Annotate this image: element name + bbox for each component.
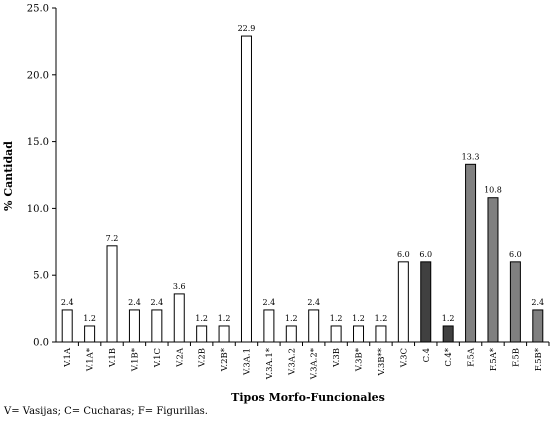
data-labels: 2.4 1.2 7.2 2.4 2.4 3.6 1.2 1.2 22.9 2.4 1.2 2.4 1.2… bbox=[61, 24, 544, 323]
x-tick-label: V.1B* bbox=[130, 347, 140, 372]
bars bbox=[61, 35, 544, 343]
data-label: 1.2 bbox=[218, 314, 231, 323]
x-axis-ticks: V.1A V.1A* V.1B V.1B* V.1C V.2A V.2B V.2B* V.3A.… bbox=[63, 342, 550, 380]
bar bbox=[106, 245, 118, 343]
data-label: 6.0 bbox=[509, 250, 522, 259]
data-label: 6.0 bbox=[419, 250, 432, 259]
y-tick-label: 20.0 bbox=[27, 70, 49, 81]
bar bbox=[61, 309, 73, 343]
data-label: 2.4 bbox=[61, 298, 74, 307]
bar bbox=[532, 309, 544, 343]
bar bbox=[509, 261, 521, 343]
data-label: 2.4 bbox=[263, 298, 276, 307]
x-tick-label: V.3A.2* bbox=[310, 347, 320, 380]
x-tick-label: F.5A* bbox=[489, 347, 499, 371]
data-label: 2.4 bbox=[531, 298, 544, 307]
x-tick-label: V.2B bbox=[198, 348, 208, 368]
data-label: 1.2 bbox=[375, 314, 388, 323]
bar bbox=[84, 325, 96, 343]
x-tick-label: V.3B bbox=[332, 348, 342, 368]
bar bbox=[218, 325, 230, 343]
x-tick-label: V.3B** bbox=[377, 347, 387, 376]
data-label: 7.2 bbox=[106, 234, 119, 243]
y-axis-ticks: 0.0 5.0 10.0 15.0 20.0 25.0 bbox=[27, 4, 56, 349]
y-tick-label: 15.0 bbox=[27, 137, 49, 148]
data-label: 2.4 bbox=[150, 298, 163, 307]
x-tick-label: V.1A bbox=[63, 347, 73, 368]
footnote: V= Vasijas; C= Cucharas; F= Figurillas. bbox=[4, 406, 208, 417]
x-tick-label: V.1B bbox=[108, 348, 118, 368]
y-tick-label: 0.0 bbox=[33, 338, 49, 349]
bar bbox=[353, 325, 365, 343]
x-tick-label: V.1A* bbox=[86, 347, 96, 372]
bar bbox=[240, 35, 252, 343]
x-tick-label: F.5B bbox=[511, 348, 521, 367]
y-tick-label: 5.0 bbox=[33, 271, 49, 282]
data-label: 1.2 bbox=[195, 314, 208, 323]
x-tick-label: F.5A bbox=[467, 347, 477, 367]
x-tick-label: C.4* bbox=[444, 347, 454, 366]
data-label: 2.4 bbox=[128, 298, 141, 307]
y-tick-label: 25.0 bbox=[27, 4, 49, 15]
data-label: 6.0 bbox=[397, 250, 410, 259]
bar bbox=[487, 197, 499, 343]
y-tick-label: 10.0 bbox=[27, 204, 49, 215]
data-label: 1.2 bbox=[83, 314, 96, 323]
data-label: 1.2 bbox=[352, 314, 365, 323]
bar bbox=[375, 325, 387, 343]
x-tick-label: V.3C bbox=[399, 348, 409, 368]
data-label: 22.9 bbox=[238, 24, 256, 33]
x-tick-label: F.5B* bbox=[534, 347, 544, 371]
data-label: 3.6 bbox=[173, 282, 186, 291]
x-tick-label: V.3A.1 bbox=[242, 348, 252, 376]
bar bbox=[263, 309, 275, 343]
bar bbox=[308, 309, 320, 343]
x-tick-label: V.3A.2 bbox=[287, 348, 297, 376]
y-axis-title: % Cantidad bbox=[2, 141, 15, 211]
bar bbox=[173, 293, 185, 343]
data-label: 2.4 bbox=[307, 298, 320, 307]
bar bbox=[285, 325, 297, 343]
bar bbox=[397, 261, 409, 343]
x-tick-label: V.3B* bbox=[355, 347, 365, 372]
x-tick-label: V.3A.1* bbox=[265, 347, 275, 380]
data-label: 1.2 bbox=[442, 314, 455, 323]
bar bbox=[420, 261, 432, 343]
x-tick-label: V.2A bbox=[175, 347, 185, 368]
x-tick-label: C.4 bbox=[422, 348, 432, 362]
bar bbox=[330, 325, 342, 343]
data-label: 10.8 bbox=[484, 186, 502, 195]
data-label: 1.2 bbox=[330, 314, 343, 323]
bar bbox=[465, 163, 477, 343]
x-tick-label: V.2B* bbox=[220, 347, 230, 372]
bar bbox=[442, 325, 454, 343]
bar bbox=[128, 309, 140, 343]
x-tick-label: V.1C bbox=[153, 348, 163, 368]
bar bbox=[151, 309, 163, 343]
data-label: 1.2 bbox=[285, 314, 298, 323]
data-label: 13.3 bbox=[462, 152, 480, 161]
bar bbox=[196, 325, 208, 343]
x-axis-title: Tipos Morfo-Funcionales bbox=[231, 391, 385, 404]
